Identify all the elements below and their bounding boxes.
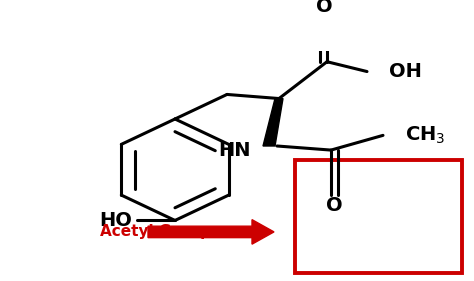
Text: CH$_3$: CH$_3$ bbox=[405, 125, 446, 146]
Text: HO: HO bbox=[99, 211, 132, 230]
Text: Acetyl Group: Acetyl Group bbox=[100, 225, 211, 239]
Text: O: O bbox=[326, 196, 342, 215]
Text: OH: OH bbox=[389, 62, 422, 81]
Bar bbox=[295, 160, 462, 273]
Text: HN: HN bbox=[219, 140, 251, 160]
Text: O: O bbox=[316, 0, 332, 16]
Polygon shape bbox=[263, 99, 283, 146]
FancyArrow shape bbox=[148, 220, 274, 244]
